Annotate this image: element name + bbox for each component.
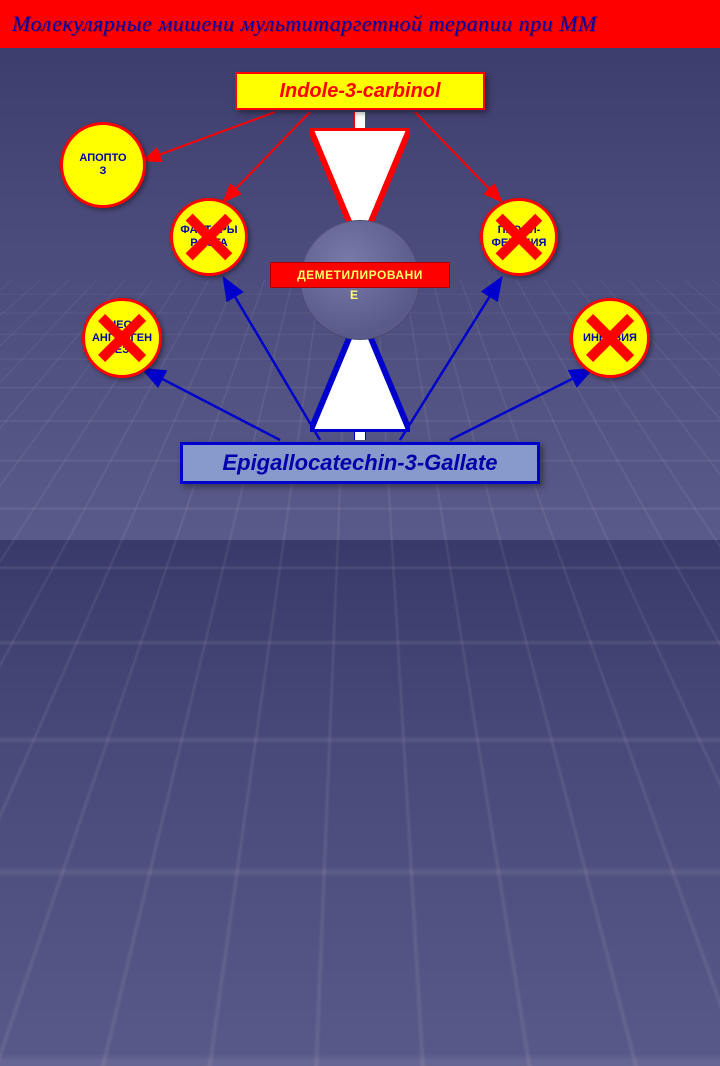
node-neoangio-label: НЕО- АНГИОГЕН ЕЗ [88, 319, 156, 357]
background-grid [0, 280, 720, 1066]
node-neoangio: НЕО- АНГИОГЕН ЕЗ [82, 298, 162, 378]
top-compound-box: Indole-3-carbinol [235, 72, 485, 110]
center-label: ДЕМЕТИЛИРОВАНИ [270, 262, 450, 288]
node-apoptosis: АПОПТО З [60, 122, 146, 208]
node-invasion-label: ИНВАЗИЯ [579, 332, 641, 345]
node-prolif: ПРОЛИ- ФЕРАЦИЯ [480, 198, 558, 276]
page-title: Молекулярные мишени мультитаргетной тера… [12, 11, 597, 37]
bottom-compound-box: Epigallocatechin-3-Gallate [180, 442, 540, 484]
title-bar: Молекулярные мишени мультитаргетной тера… [0, 0, 720, 48]
node-apoptosis-label: АПОПТО З [75, 152, 130, 177]
node-growth: ФАКТОРЫ РОСТА [170, 198, 248, 276]
center-label-suffix: Е [350, 288, 358, 302]
node-prolif-label: ПРОЛИ- ФЕРАЦИЯ [488, 224, 551, 249]
node-growth-label: ФАКТОРЫ РОСТА [176, 224, 241, 249]
node-invasion: ИНВАЗИЯ [570, 298, 650, 378]
